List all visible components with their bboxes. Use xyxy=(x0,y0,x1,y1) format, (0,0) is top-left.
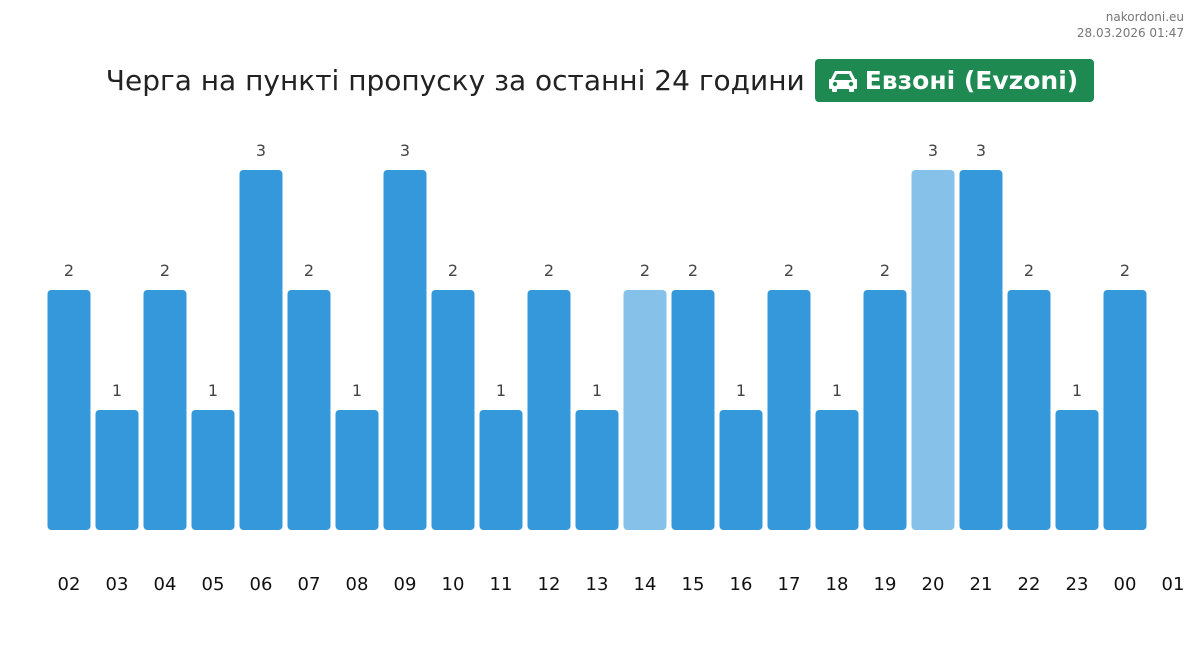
data-label-07: 2 xyxy=(304,261,314,280)
data-label-15: 2 xyxy=(688,261,698,280)
data-label-19: 2 xyxy=(880,261,890,280)
bar-19 xyxy=(863,290,907,530)
data-label-04: 2 xyxy=(160,261,170,280)
data-label-16: 1 xyxy=(736,381,746,400)
data-label-11: 1 xyxy=(496,381,506,400)
data-label-21: 3 xyxy=(976,141,986,160)
tick-label-13: 13 xyxy=(586,574,609,595)
data-label-13: 1 xyxy=(592,381,602,400)
crossing-badge: Евзоні (Evzoni) xyxy=(814,59,1095,102)
tick-label-11: 11 xyxy=(490,574,513,595)
tick-label-18: 18 xyxy=(826,574,849,595)
bar-23 xyxy=(1055,410,1099,530)
data-label-10: 2 xyxy=(448,261,458,280)
data-label-23: 1 xyxy=(1072,381,1082,400)
bar-03 xyxy=(95,410,139,530)
bar-04 xyxy=(143,290,187,530)
bar-20 xyxy=(911,170,955,530)
crossing-name: Евзоні (Evzoni) xyxy=(864,66,1079,95)
bar-11 xyxy=(479,410,523,530)
bar-22 xyxy=(1007,290,1051,530)
tick-label-06: 06 xyxy=(250,574,273,595)
data-label-02: 2 xyxy=(64,261,74,280)
data-label-20: 3 xyxy=(928,141,938,160)
data-label-17: 2 xyxy=(784,261,794,280)
data-label-06: 3 xyxy=(256,141,266,160)
tick-label-20: 20 xyxy=(922,574,945,595)
tick-label-14: 14 xyxy=(634,574,657,595)
data-label-09: 3 xyxy=(400,141,410,160)
bar-09 xyxy=(383,170,427,530)
bar-00 xyxy=(1103,290,1147,530)
source-site: nakordoni.eu xyxy=(1105,10,1184,24)
data-label-18: 1 xyxy=(832,381,842,400)
tick-label-01: 01 xyxy=(1162,574,1185,595)
tick-label-02: 02 xyxy=(58,574,81,595)
data-label-12: 2 xyxy=(544,261,554,280)
title-row: Черга на пункті пропуску за останні 24 г… xyxy=(0,59,1200,102)
tick-label-07: 07 xyxy=(298,574,321,595)
bar-17 xyxy=(767,290,811,530)
bar-05 xyxy=(191,410,235,530)
tick-label-03: 03 xyxy=(106,574,129,595)
tick-label-08: 08 xyxy=(346,574,369,595)
bar-14 xyxy=(623,290,667,530)
data-label-03: 1 xyxy=(112,381,122,400)
bar-16 xyxy=(719,410,763,530)
tick-label-16: 16 xyxy=(730,574,753,595)
data-label-08: 1 xyxy=(352,381,362,400)
bar-21 xyxy=(959,170,1003,530)
page-title: Черга на пункті пропуску за останні 24 г… xyxy=(105,64,805,97)
source-timestamp: 28.03.2026 01:47 xyxy=(1076,26,1184,40)
data-label-00: 2 xyxy=(1120,261,1130,280)
tick-label-05: 05 xyxy=(202,574,225,595)
tick-label-23: 23 xyxy=(1066,574,1089,595)
tick-label-12: 12 xyxy=(538,574,561,595)
tick-label-09: 09 xyxy=(394,574,417,595)
bar-02 xyxy=(47,290,91,530)
bar-15 xyxy=(671,290,715,530)
tick-label-21: 21 xyxy=(970,574,993,595)
source-info: nakordoni.eu 28.03.2026 01:47 xyxy=(1077,9,1184,41)
tick-label-19: 19 xyxy=(874,574,897,595)
tick-label-22: 22 xyxy=(1018,574,1041,595)
tick-label-17: 17 xyxy=(778,574,801,595)
bar-10 xyxy=(431,290,475,530)
car-icon xyxy=(828,70,857,92)
bar-06 xyxy=(239,170,283,530)
data-label-05: 1 xyxy=(208,381,218,400)
bar-12 xyxy=(527,290,571,530)
data-label-22: 2 xyxy=(1024,261,1034,280)
tick-label-04: 04 xyxy=(154,574,177,595)
bar-13 xyxy=(575,410,619,530)
bar-07 xyxy=(287,290,331,530)
tick-label-10: 10 xyxy=(442,574,465,595)
tick-label-15: 15 xyxy=(682,574,705,595)
bar-08 xyxy=(335,410,379,530)
bar-18 xyxy=(815,410,859,530)
data-label-14: 2 xyxy=(640,261,650,280)
tick-label-00: 00 xyxy=(1114,574,1137,595)
